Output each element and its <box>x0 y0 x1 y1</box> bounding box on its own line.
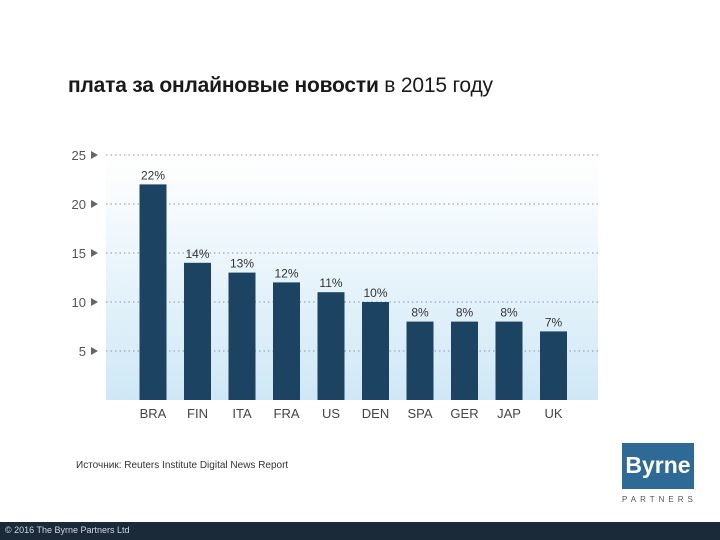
category-label-GER: GER <box>450 406 478 421</box>
y-tick-arrow-icon <box>91 200 98 208</box>
data-label-FIN: 14% <box>185 247 209 261</box>
data-labels: 22% 14% 13% 12% 11% 10% 8% 8% 8% 7% <box>141 168 563 329</box>
y-tick-arrow-icon <box>91 249 98 257</box>
bar-FIN <box>184 262 211 400</box>
category-label-ITA: ITA <box>232 406 252 421</box>
data-label-UK: 7% <box>545 315 563 329</box>
page-title: плата за онлайновые новости в 2015 году <box>68 74 493 98</box>
bars <box>139 184 567 400</box>
data-label-DEN: 10% <box>363 286 387 300</box>
data-label-FRA: 12% <box>274 266 298 280</box>
category-label-FIN: FIN <box>187 406 208 421</box>
data-label-SPA: 8% <box>411 306 429 320</box>
x-axis-labels: BRA FIN ITA FRA US DEN SPA GER JAP UK <box>140 406 563 421</box>
category-label-US: US <box>322 406 340 421</box>
category-label-JAP: JAP <box>497 406 521 421</box>
bar-BRA <box>139 184 167 400</box>
bar-DEN <box>362 302 389 400</box>
data-label-US: 11% <box>319 276 342 290</box>
data-label-BRA: 22% <box>141 168 165 182</box>
category-label-FRA: FRA <box>274 406 300 421</box>
y-tick-label: 5 <box>79 344 86 359</box>
category-label-SPA: SPA <box>407 406 432 421</box>
byrne-logo: Byrne <box>622 443 694 489</box>
footer-copyright: © 2016 The Byrne Partners Ltd <box>5 525 130 535</box>
bar-GER <box>451 321 478 400</box>
y-tick-arrow-icon <box>91 298 98 306</box>
bar-ITA <box>228 272 256 400</box>
source-note: Источник: Reuters Institute Digital News… <box>76 460 289 471</box>
y-tick-label: 10 <box>72 295 86 310</box>
bar-US <box>317 292 345 400</box>
bar-chart: 5 10 15 20 25 22% 14% 13% 12% 11% 10% 8% 8% 8% 7% BRA… <box>72 148 598 421</box>
bar-FRA <box>273 282 300 400</box>
y-tick-arrow-icon <box>91 347 98 355</box>
y-tick-arrow-icon <box>91 151 98 159</box>
bar-SPA <box>406 321 434 400</box>
data-label-GER: 8% <box>456 306 474 320</box>
bar-UK <box>540 331 567 400</box>
footer-bar: © 2016 The Byrne Partners Ltd <box>0 522 720 540</box>
y-tick-label: 20 <box>72 197 86 212</box>
category-label-DEN: DEN <box>362 406 389 421</box>
data-label-JAP: 8% <box>500 306 518 320</box>
y-tick-label: 15 <box>72 246 86 261</box>
y-axis-ticks: 5 10 15 20 25 <box>72 148 98 359</box>
plot-background <box>106 155 598 400</box>
category-label-BRA: BRA <box>140 406 167 421</box>
y-tick-label: 25 <box>72 148 86 163</box>
title-light: в 2015 году <box>384 74 493 97</box>
data-label-ITA: 13% <box>230 257 254 271</box>
logo-subtitle: PARTNERS <box>622 495 697 504</box>
title-bold: плата за онлайновые новости <box>68 74 379 97</box>
bar-JAP <box>495 321 523 400</box>
category-label-UK: UK <box>544 406 562 421</box>
logo-name: Byrne <box>625 452 691 478</box>
